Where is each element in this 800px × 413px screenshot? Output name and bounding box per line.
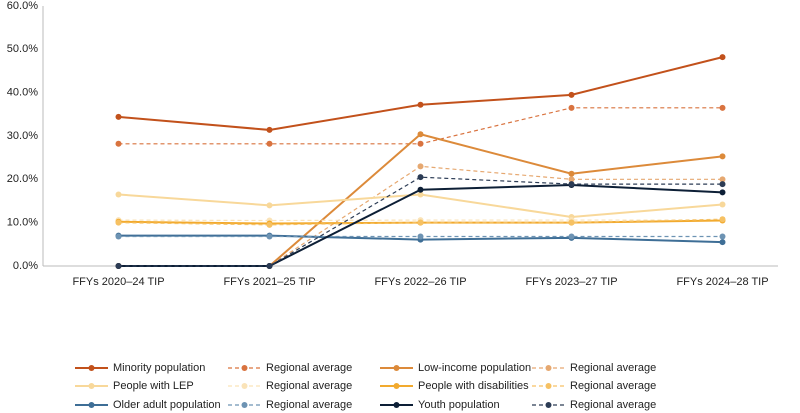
point: [417, 233, 424, 240]
x-tick-label: FFYs 2022–26 TIP: [374, 276, 466, 288]
x-tick-label: FFYs 2023–27 TIP: [525, 276, 617, 288]
legend-label: Regional average: [266, 399, 352, 411]
point: [417, 101, 424, 108]
legend-label: Regional average: [266, 362, 352, 374]
point: [568, 219, 575, 226]
legend-marker: [88, 402, 95, 408]
legend-marker: [545, 383, 552, 389]
point: [115, 191, 122, 198]
y-tick-label: 60.0%: [7, 0, 38, 12]
legend-marker: [393, 402, 400, 408]
legend-marker: [88, 365, 95, 371]
point: [719, 181, 726, 188]
series-line: [118, 176, 723, 267]
legend-label: Youth population: [418, 399, 500, 411]
point: [115, 140, 122, 147]
legend-label: Regional average: [266, 380, 352, 392]
legend-marker: [241, 365, 248, 371]
y-tick-label: 30.0%: [7, 130, 38, 142]
point: [417, 163, 424, 170]
series-line: [118, 193, 723, 219]
legend-marker: [241, 383, 248, 389]
y-tick-label: 10.0%: [7, 217, 38, 229]
point: [719, 239, 726, 246]
legend-marker: [393, 365, 400, 371]
point: [417, 191, 424, 198]
legend-marker: [393, 383, 400, 389]
point: [719, 54, 726, 61]
legend-label: Minority population: [113, 362, 205, 374]
legend-label: People with disabilities: [418, 380, 529, 392]
point: [115, 233, 122, 240]
legend-marker: [545, 365, 552, 371]
legend-label: Older adult population: [113, 399, 221, 411]
point: [417, 174, 424, 181]
point: [568, 233, 575, 240]
point: [115, 113, 122, 120]
legend-label: Low-income population: [418, 362, 531, 374]
y-tick-label: 50.0%: [7, 43, 38, 55]
x-tick-label: FFYs 2021–25 TIP: [223, 276, 315, 288]
point: [568, 170, 575, 177]
legend-marker: [545, 402, 552, 408]
legend-label: Regional average: [570, 362, 656, 374]
legend-label: Regional average: [570, 380, 656, 392]
point: [266, 233, 273, 240]
point: [417, 186, 424, 193]
point: [719, 216, 726, 223]
point: [417, 219, 424, 226]
y-tick-label: 0.0%: [13, 260, 38, 272]
point: [719, 153, 726, 160]
y-tick-label: 20.0%: [7, 173, 38, 185]
point: [568, 104, 575, 111]
legend-label: People with LEP: [113, 380, 194, 392]
point: [719, 201, 726, 208]
point: [568, 176, 575, 183]
point: [719, 189, 726, 196]
legend-label: Regional average: [570, 399, 656, 411]
point: [417, 140, 424, 147]
series-line: [118, 165, 723, 267]
point: [266, 221, 273, 228]
point: [568, 91, 575, 98]
point: [568, 181, 575, 188]
point: [115, 219, 122, 226]
point: [417, 131, 424, 138]
point: [115, 263, 122, 269]
point: [719, 104, 726, 111]
series-line: [118, 107, 723, 145]
point: [266, 202, 273, 209]
series-line: [118, 56, 723, 131]
x-tick-label: FFYs 2020–24 TIP: [72, 276, 164, 288]
legend-marker: [88, 383, 95, 389]
y-tick-label: 40.0%: [7, 87, 38, 99]
legend-marker: [241, 402, 248, 408]
point: [719, 233, 726, 240]
point: [266, 263, 273, 269]
point: [719, 176, 726, 183]
point: [266, 126, 273, 133]
x-tick-label: FFYs 2024–28 TIP: [676, 276, 768, 288]
point: [266, 140, 273, 147]
